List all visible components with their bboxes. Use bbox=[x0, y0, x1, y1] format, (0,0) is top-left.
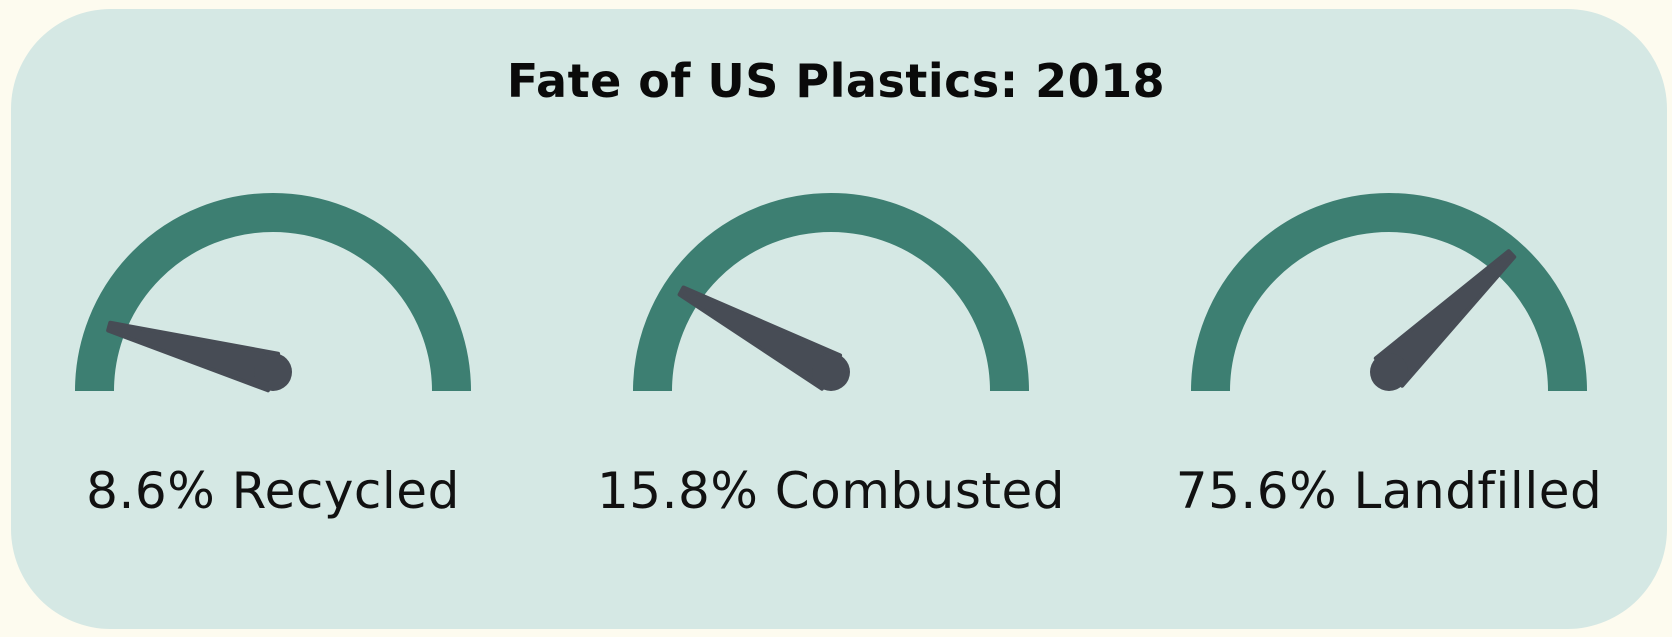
gauge-arc bbox=[633, 193, 1029, 392]
gauge-combusted bbox=[633, 193, 1029, 392]
gauge-label-combusted: 15.8% Combusted bbox=[596, 462, 1066, 520]
gauge-arc bbox=[75, 193, 471, 392]
gauge-landfilled bbox=[1191, 193, 1587, 392]
gauge-recycled bbox=[75, 193, 471, 393]
gauge-label-landfilled: 75.6% Landfilled bbox=[1175, 462, 1603, 520]
chart-card bbox=[11, 9, 1667, 629]
gauge-needle-hub bbox=[1370, 353, 1408, 391]
gauge-arc bbox=[1191, 193, 1587, 392]
gauge-label-recycled: 8.6% Recycled bbox=[86, 462, 460, 520]
chart-title: Fate of US Plastics: 2018 bbox=[506, 54, 1166, 108]
gauge-needle bbox=[106, 320, 281, 393]
gauge-needle-hub bbox=[254, 353, 292, 391]
gauge-needle-hub bbox=[812, 353, 850, 391]
